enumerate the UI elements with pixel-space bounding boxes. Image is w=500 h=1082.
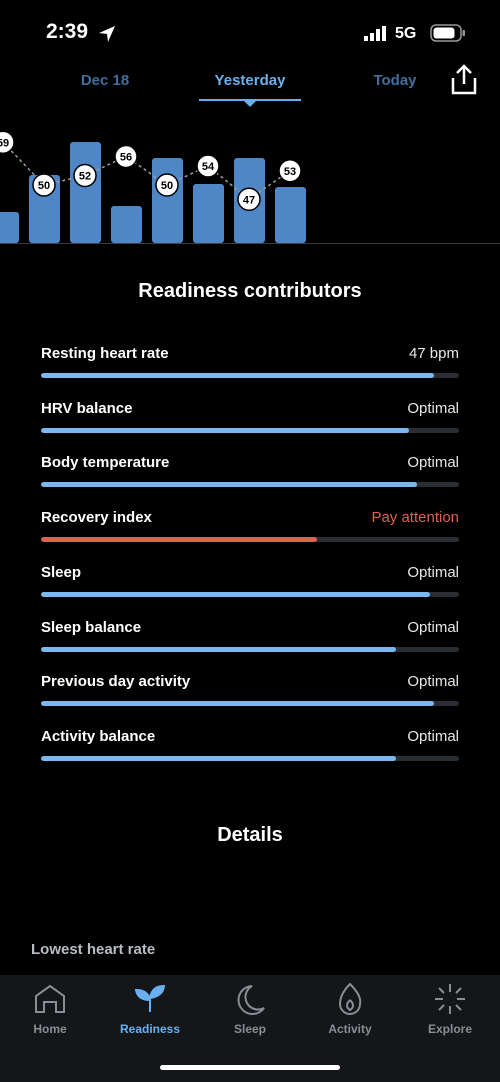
battery-icon: [430, 24, 465, 42]
progress-fill: [41, 755, 397, 761]
trend-dot-label: 50: [38, 180, 50, 192]
contributor-name: Activity balance: [41, 727, 156, 745]
trend-bar: [152, 158, 183, 243]
contributor-status: 47 bpm: [408, 345, 459, 362]
contributor-status: Optimal: [407, 727, 459, 745]
progress-fill: [41, 373, 434, 378]
trend-dot-label: 56: [120, 152, 132, 164]
contributor-status: Optimal: [407, 399, 459, 417]
bottom-nav: [0, 975, 500, 1082]
progress-track: [41, 646, 459, 652]
contributor-name: Body temperature: [41, 454, 170, 472]
trend-bar: [111, 206, 142, 243]
date-tab[interactable]: Yesterday: [214, 72, 286, 89]
nav-item[interactable]: Explore: [427, 1022, 473, 1036]
contributor-status: Optimal: [407, 673, 459, 691]
nav-icons: [35, 982, 465, 1015]
progress-fill: [41, 427, 409, 433]
trend-dot: [196, 154, 220, 178]
active-tab-pointer: [243, 100, 257, 107]
contributor-status: Pay attention: [371, 509, 459, 527]
contributor-name: Sleep: [41, 563, 82, 581]
location-icon: [99, 26, 115, 42]
trend-dot-label: 50: [161, 180, 173, 192]
trend-bar: [0, 212, 19, 243]
network-label: 5G: [395, 25, 417, 42]
contributor-name: HRV balance: [41, 399, 133, 417]
section-title: Readiness contributors: [138, 280, 362, 302]
status-time: 2:39: [46, 20, 89, 43]
contributor-name: Sleep balance: [41, 618, 142, 636]
trend-dot-label: 53: [284, 166, 296, 178]
nav-item[interactable]: Activity: [328, 1022, 372, 1036]
progress-fill: [41, 646, 397, 652]
progress-fill: [41, 701, 434, 707]
progress-track: [41, 537, 459, 543]
trend-chart: 59 50 52 56 50 54 47 53: [0, 130, 500, 244]
contributor-name: Previous day activity: [41, 673, 191, 691]
trend-dot: [155, 173, 179, 197]
progress-fill: [41, 537, 317, 543]
trend-bar: [70, 142, 101, 243]
progress-track: [41, 755, 459, 761]
contributor-status: Optimal: [407, 454, 459, 472]
trend-dot: [73, 163, 97, 188]
progress-track: [41, 701, 459, 707]
progress-track: [41, 373, 459, 378]
date-tab[interactable]: Dec 18: [80, 72, 130, 89]
share-button[interactable]: [450, 64, 478, 96]
trend-dot: [32, 173, 56, 197]
contributor-status: Optimal: [407, 618, 459, 636]
trend-dot-label: 54: [202, 161, 215, 173]
trend-dot-label: 52: [79, 171, 91, 183]
nav-item[interactable]: Readiness: [119, 1022, 181, 1036]
date-tab[interactable]: Today: [373, 72, 417, 89]
home-indicator: [160, 1065, 340, 1070]
contributor-name: Resting heart rate: [41, 345, 169, 362]
progress-track: [41, 591, 459, 597]
trend-dot: [114, 144, 138, 169]
section-title: Details: [217, 824, 283, 846]
signal-icon: [364, 26, 386, 41]
nav-item[interactable]: Sleep: [233, 1022, 267, 1036]
trend-bar: [275, 187, 306, 243]
progress-track: [41, 482, 459, 488]
trend-bar: [193, 184, 224, 243]
contributor-status: Optimal: [407, 563, 459, 581]
trend-dot-label: 59: [0, 137, 9, 149]
trend-dot: [0, 130, 15, 154]
progress-fill: [41, 591, 430, 597]
nav-item[interactable]: Home: [33, 1022, 67, 1036]
trend-dot: [237, 187, 261, 211]
contributor-name: Recovery index: [41, 509, 152, 527]
progress-track: [41, 427, 459, 433]
trend-dot-label: 47: [243, 194, 255, 206]
trend-dot: [278, 159, 302, 183]
detail-label: Lowest heart rate: [31, 941, 156, 958]
progress-fill: [41, 482, 418, 488]
